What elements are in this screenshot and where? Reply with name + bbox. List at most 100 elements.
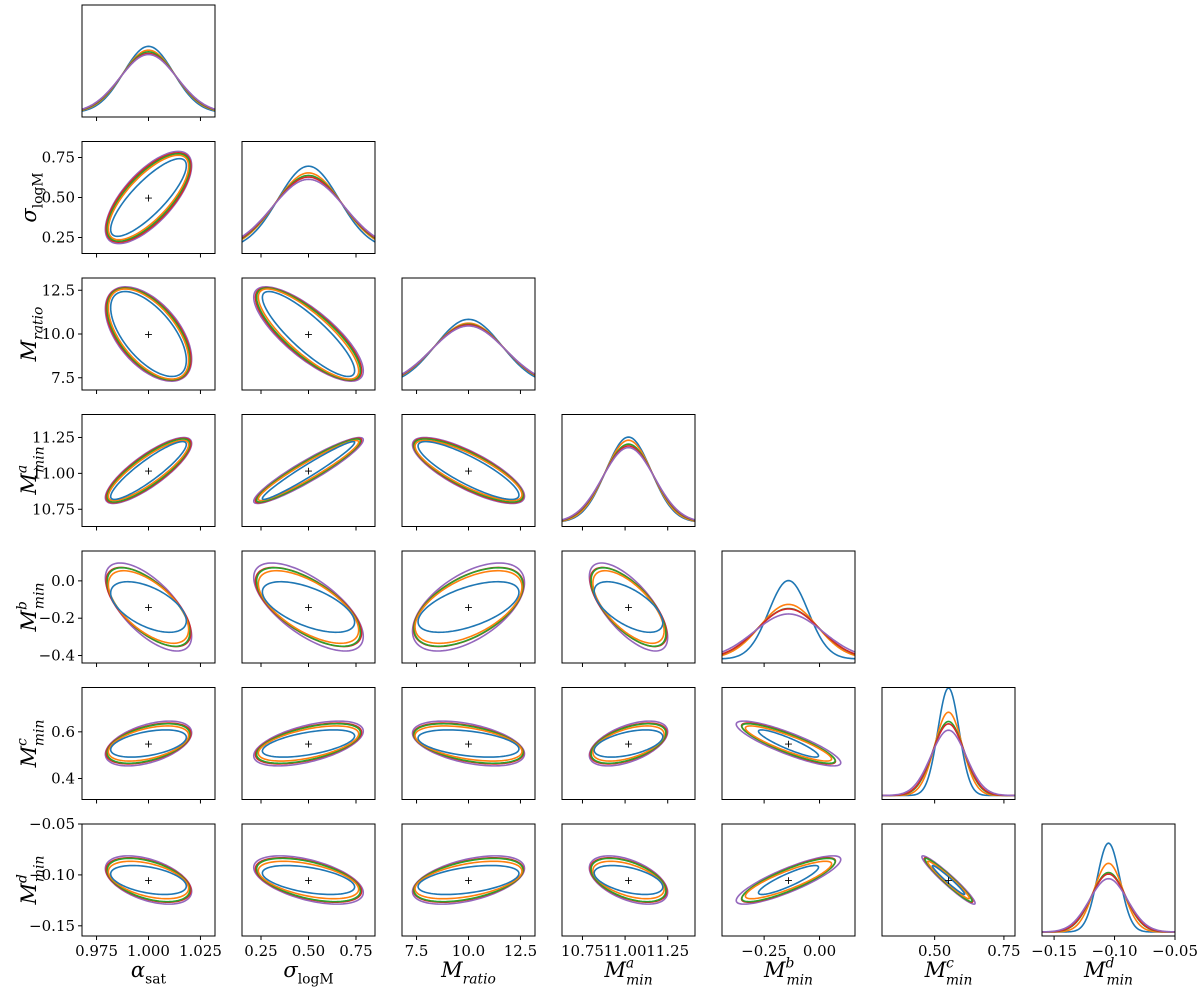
pdf-curve-1-3 bbox=[242, 176, 375, 239]
panel-frame-6-5 bbox=[881, 823, 1016, 937]
pdf-curve-2-2 bbox=[402, 323, 535, 376]
contour-6-1-1 bbox=[257, 860, 360, 900]
y-tick-label-2-0: 7.5 bbox=[51, 369, 75, 387]
contour-1-0-2 bbox=[106, 153, 191, 242]
pdf-curve-4-3 bbox=[722, 608, 855, 655]
y-tick-label-6-1: −0.10 bbox=[29, 866, 75, 884]
fiducial-marker-6-1: + bbox=[304, 874, 313, 887]
y-tick-label-4-2: 0.0 bbox=[51, 572, 75, 590]
panel-frame-5-5 bbox=[881, 687, 1016, 800]
contour-5-2-1 bbox=[414, 725, 523, 762]
contour-2-1-0 bbox=[261, 290, 356, 378]
y-axis-label-3: Mamin bbox=[15, 446, 48, 495]
pdf-curve-6-3 bbox=[1042, 873, 1175, 933]
contour-4-1-1 bbox=[257, 569, 360, 645]
contour-6-3-4 bbox=[588, 855, 669, 905]
panel-frame-3-3 bbox=[561, 414, 696, 527]
contour-3-0-0 bbox=[109, 440, 188, 501]
contour-2-1-2 bbox=[255, 287, 362, 381]
contour-5-2-0 bbox=[417, 729, 520, 758]
panel-5-1: + bbox=[241, 687, 376, 804]
contour-5-3-2 bbox=[590, 722, 667, 765]
x-tick-label-4-0: −0.25 bbox=[741, 942, 787, 960]
panel-frame-6-3 bbox=[561, 823, 696, 937]
pdf-curve-3-1 bbox=[562, 439, 695, 522]
contour-6-1-2 bbox=[255, 857, 362, 903]
panel-2-0: +7.5 10.0 12.5 bbox=[42, 277, 216, 394]
contour-4-3-0 bbox=[593, 580, 664, 634]
panel-frame-5-3 bbox=[561, 687, 696, 800]
y-tick-label-4-1: −0.2 bbox=[39, 609, 75, 627]
panel-4-3: + bbox=[561, 550, 696, 667]
contour-6-2-1 bbox=[414, 860, 523, 900]
fiducial-marker-6-2: + bbox=[464, 874, 473, 887]
x-tick-label-5-1: 0.75 bbox=[987, 942, 1020, 960]
fiducial-marker-5-3: + bbox=[624, 738, 633, 751]
fiducial-marker-6-0: + bbox=[144, 874, 153, 887]
contour-3-2-0 bbox=[417, 440, 520, 501]
x-tick-label-2-1: 10.0 bbox=[452, 942, 485, 960]
panel-6-1: +0.25 0.50 0.75 bbox=[241, 823, 376, 960]
x-axis-label-6: Md min bbox=[1083, 956, 1133, 989]
panel-1-1 bbox=[241, 141, 376, 258]
contour-6-1-4 bbox=[252, 855, 365, 905]
pdf-curve-1-1 bbox=[242, 172, 375, 241]
x-tick-label-6-2: −0.05 bbox=[1152, 942, 1198, 960]
x-axis-label-5: Mc min bbox=[924, 956, 973, 989]
y-tick-label-1-0: 0.25 bbox=[42, 229, 75, 247]
panel-3-0: +10.75 11.00 11.25 bbox=[32, 414, 216, 531]
contour-3-1-0 bbox=[261, 440, 356, 501]
pdf-curve-2-0 bbox=[402, 318, 535, 378]
contour-1-0-0 bbox=[109, 157, 188, 238]
pdf-curve-6-4 bbox=[1042, 877, 1175, 933]
y-tick-label-2-1: 10.0 bbox=[42, 325, 75, 343]
fiducial-marker-2-0: + bbox=[144, 328, 153, 341]
panel-6-3: +10.75 11.00 11.25 bbox=[561, 823, 696, 960]
panel-6-5: +0.50 0.75 bbox=[881, 823, 1021, 960]
x-axis-label-2: Mratio bbox=[440, 958, 496, 987]
contour-4-0-1 bbox=[107, 569, 190, 645]
panel-6-4: + −0.25 0.00 bbox=[721, 823, 856, 960]
fiducial-marker-3-2: + bbox=[464, 465, 473, 478]
x-tick-label-2-0: 7.5 bbox=[405, 942, 429, 960]
contour-6-4-4 bbox=[735, 855, 842, 905]
contour-2-0-2 bbox=[106, 287, 191, 381]
contour-4-0-4 bbox=[104, 562, 193, 652]
panel-frame-2-2 bbox=[401, 277, 536, 391]
fiducial-marker-4-0: + bbox=[144, 601, 153, 614]
contour-3-1-1 bbox=[257, 439, 360, 502]
contour-6-0-2 bbox=[106, 857, 191, 903]
y-axis-label-2: Mratio bbox=[17, 307, 46, 363]
contour-5-1-0 bbox=[261, 729, 356, 758]
fiducial-marker-1-0: + bbox=[144, 192, 153, 205]
contour-4-1-4 bbox=[252, 562, 365, 652]
contour-4-0-0 bbox=[109, 580, 188, 634]
panel-5-2: + bbox=[401, 687, 536, 804]
contour-6-5-0 bbox=[931, 864, 966, 896]
contour-5-4-2 bbox=[741, 722, 836, 765]
contour-5-1-2 bbox=[255, 722, 362, 765]
x-tick-label-1-2: 0.75 bbox=[339, 942, 372, 960]
panel-4-4 bbox=[721, 550, 856, 667]
y-tick-label-1-1: 0.50 bbox=[42, 189, 75, 207]
contour-5-1-4 bbox=[252, 720, 365, 767]
contour-2-1-1 bbox=[257, 288, 360, 380]
contour-6-4-0 bbox=[757, 864, 820, 896]
contour-1-0-3 bbox=[105, 152, 192, 243]
contour-3-1-2 bbox=[255, 438, 362, 503]
panel-5-0: +0.4 0.6 bbox=[51, 687, 216, 804]
pdf-curve-6-2 bbox=[1042, 871, 1175, 933]
panel-frame-6-6 bbox=[1041, 823, 1176, 937]
contour-3-0-1 bbox=[107, 439, 190, 502]
fiducial-marker-4-1: + bbox=[304, 601, 313, 614]
x-tick-label-2-2: 12.5 bbox=[504, 942, 537, 960]
contour-5-4-1 bbox=[744, 725, 833, 762]
panel-5-5 bbox=[881, 687, 1016, 804]
fiducial-marker-2-1: + bbox=[304, 328, 313, 341]
pdf-curve-3-4 bbox=[562, 446, 695, 521]
contour-6-2-4 bbox=[411, 855, 526, 905]
contour-2-0-1 bbox=[107, 288, 190, 380]
panel-4-0: + −0.4 −0.2 0.0 bbox=[39, 550, 216, 667]
fiducial-marker-4-2: + bbox=[464, 601, 473, 614]
contour-4-3-4 bbox=[588, 562, 669, 652]
